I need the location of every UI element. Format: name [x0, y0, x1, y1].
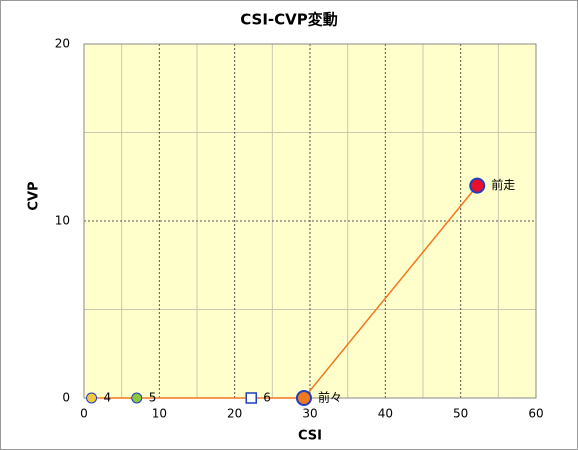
point-label: 4 [104, 391, 112, 405]
x-tick-label: 10 [152, 407, 167, 421]
chart-title: CSI-CVP変動 [240, 11, 338, 29]
y-tick-label: 20 [55, 37, 70, 51]
point-label: 5 [149, 391, 157, 405]
x-tick-label: 60 [528, 407, 543, 421]
x-axis-title: CSI [298, 429, 322, 444]
x-tick-label: 50 [453, 407, 468, 421]
y-axis-title: CVP [27, 181, 42, 210]
point [86, 392, 98, 404]
x-tick-label: 0 [80, 407, 88, 421]
point-label: 前走 [491, 177, 515, 192]
point [245, 392, 257, 404]
point [469, 177, 486, 194]
x-tick-label: 30 [302, 407, 317, 421]
x-tick-label: 20 [227, 407, 242, 421]
point [295, 390, 312, 406]
x-tick-label: 40 [378, 407, 393, 421]
point-label: 前々 [318, 390, 342, 405]
point-label: 6 [263, 391, 271, 405]
y-tick-label: 10 [55, 214, 70, 228]
point [131, 392, 143, 404]
y-tick-label: 0 [62, 391, 70, 405]
